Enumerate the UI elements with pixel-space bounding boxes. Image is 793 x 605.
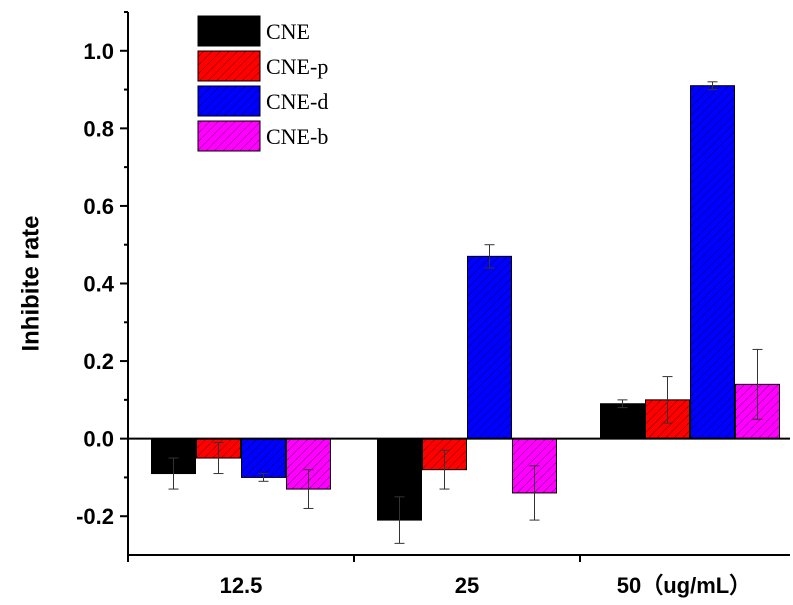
- y-tick-label: 0.6: [83, 194, 114, 219]
- bar-cne-d-1: [467, 255, 512, 440]
- legend-swatch-cne-d: [197, 85, 261, 117]
- legend-label-cne-d: CNE-d: [266, 89, 328, 114]
- legend-label-cne-p: CNE-p: [266, 54, 328, 79]
- y-tick-label: 0.2: [83, 349, 114, 374]
- legend-swatch-cne: [197, 15, 261, 47]
- y-tick-label: 1.0: [83, 39, 114, 64]
- x-axis: 12.5 25 50（ug/mL）: [127, 554, 790, 598]
- legend: CNE CNE-p CNE-d CNE-b: [197, 15, 328, 152]
- x-category-label: 12.5: [220, 573, 263, 598]
- legend-label-cne: CNE: [266, 19, 310, 44]
- y-axis: -0.2 0.0 0.2 0.4 0.6 0.8 1.0: [76, 11, 129, 555]
- legend-label-cne-b: CNE-b: [266, 124, 328, 149]
- bar-cne-d-2: [690, 85, 735, 440]
- x-category-label: 25: [455, 573, 479, 598]
- error-bars-layer: [168, 81, 763, 544]
- y-tick-label: 0.8: [83, 116, 114, 141]
- bar-cne-d-0: [241, 438, 286, 478]
- x-category-label: 50（ug/mL）: [617, 573, 751, 598]
- y-tick-label: -0.2: [76, 504, 114, 529]
- y-tick-label: 0.0: [83, 427, 114, 452]
- y-tick-label: 0.4: [83, 272, 114, 297]
- bar-cne-2: [600, 403, 645, 440]
- legend-swatch-cne-p: [197, 50, 261, 82]
- y-axis-title: Inhibite rate: [17, 215, 44, 351]
- legend-swatch-cne-b: [197, 120, 261, 152]
